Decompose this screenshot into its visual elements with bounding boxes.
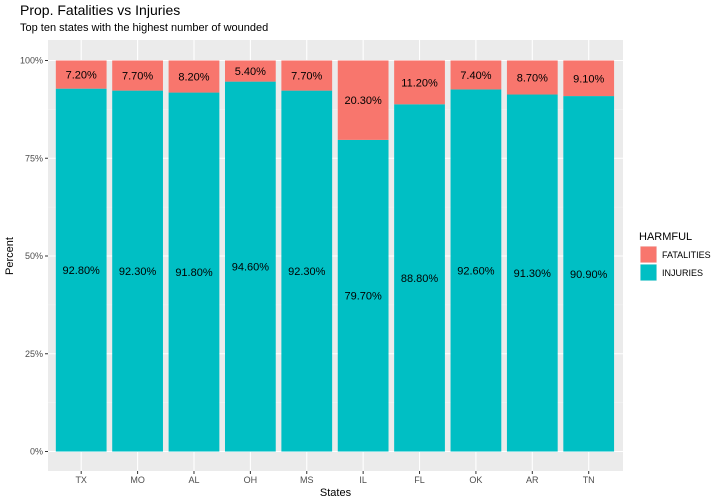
data-label-fatalities-tn: 9.10%	[573, 73, 604, 85]
y-tick-label: 25%	[25, 349, 43, 359]
bar-injuries-tx	[55, 88, 107, 452]
legend: HARMFUL FATALITIES INJURIES	[639, 231, 711, 281]
data-label-fatalities-mo: 7.70%	[122, 71, 153, 83]
data-label-fatalities-oh: 5.40%	[235, 66, 266, 78]
bar-injuries-il	[337, 139, 389, 452]
data-label-injuries-al: 91.80%	[175, 267, 213, 279]
bar-fatalities-fl	[394, 60, 445, 105]
bar-injuries-al	[168, 92, 220, 452]
y-axis: 0% 25% 50% 75% 100%	[20, 56, 48, 457]
chart-subtitle: Top ten states with the highest number o…	[20, 22, 268, 34]
legend-label-injuries: INJURIES	[662, 268, 703, 278]
bar-fatalities-ok	[450, 60, 502, 90]
data-label-injuries-fl: 88.80%	[401, 273, 439, 285]
y-tick-label: 0%	[30, 447, 43, 457]
data-label-fatalities-ms: 7.70%	[291, 71, 322, 83]
x-tick-label: AR	[526, 475, 539, 485]
data-label-fatalities-fl: 11.20%	[401, 77, 438, 89]
legend-swatch-fatalities	[640, 246, 657, 263]
bar-fatalities-oh	[224, 60, 276, 82]
x-tick-label: MS	[300, 475, 314, 485]
y-axis-title: Percent	[4, 237, 16, 275]
data-label-injuries-oh: 94.60%	[232, 262, 270, 274]
bar-fatalities-ar	[506, 60, 558, 95]
data-label-injuries-mo: 92.30%	[119, 266, 157, 278]
bar-fatalities-tx	[55, 60, 107, 89]
data-label-fatalities-ar: 8.70%	[517, 73, 548, 85]
data-label-fatalities-al: 8.20%	[178, 72, 209, 84]
bar-injuries-ok	[450, 89, 502, 452]
data-label-injuries-ar: 91.30%	[514, 268, 552, 280]
bar-injuries-ms	[281, 90, 333, 452]
legend-swatch-injuries	[640, 264, 657, 281]
x-tick-label: OK	[469, 475, 482, 485]
bar-fatalities-tn	[563, 60, 615, 97]
x-tick-label: TN	[583, 475, 595, 485]
data-label-injuries-ok: 92.60%	[457, 265, 495, 277]
bar-fatalities-mo	[112, 60, 163, 91]
data-label-injuries-il: 79.70%	[344, 291, 382, 303]
x-tick-label: AL	[188, 475, 199, 485]
x-axis-title: States	[320, 487, 352, 499]
bars	[55, 60, 615, 452]
legend-label-fatalities: FATALITIES	[662, 250, 711, 260]
bar-injuries-ar	[506, 94, 558, 452]
bar-injuries-oh	[224, 81, 276, 452]
x-tick-label: OH	[244, 475, 258, 485]
data-label-fatalities-il: 20.30%	[344, 95, 382, 107]
bar-fatalities-il	[337, 60, 389, 140]
data-labels: 92.80% 7.20% 92.30% 7.70% 91.80% 8.20% 94.60% 5…	[63, 66, 608, 303]
data-label-injuries-ms: 92.30%	[288, 266, 326, 278]
bar-injuries-mo	[112, 90, 163, 452]
x-tick-label: IL	[359, 475, 367, 485]
x-tick-label: MO	[130, 475, 145, 485]
y-tick-label: 75%	[25, 153, 43, 163]
data-label-injuries-tx: 92.80%	[63, 265, 101, 277]
x-tick-label: TX	[75, 475, 87, 485]
bar-injuries-tn	[563, 96, 615, 452]
data-label-fatalities-ok: 7.40%	[460, 70, 491, 82]
bar-fatalities-ms	[281, 60, 333, 91]
bar-fatalities-al	[168, 60, 220, 93]
data-label-fatalities-tx: 7.20%	[66, 70, 97, 82]
data-label-injuries-tn: 90.90%	[570, 269, 608, 281]
x-axis: TX MO AL OH MS IL FL OK AR TN	[75, 471, 595, 485]
legend-title: HARMFUL	[639, 231, 692, 243]
y-tick-label: 50%	[25, 251, 43, 261]
y-tick-label: 100%	[20, 56, 43, 66]
chart-title: Prop. Fatalities vs Injuries	[20, 2, 180, 18]
bar-injuries-fl	[394, 104, 445, 452]
x-tick-label: FL	[414, 475, 425, 485]
